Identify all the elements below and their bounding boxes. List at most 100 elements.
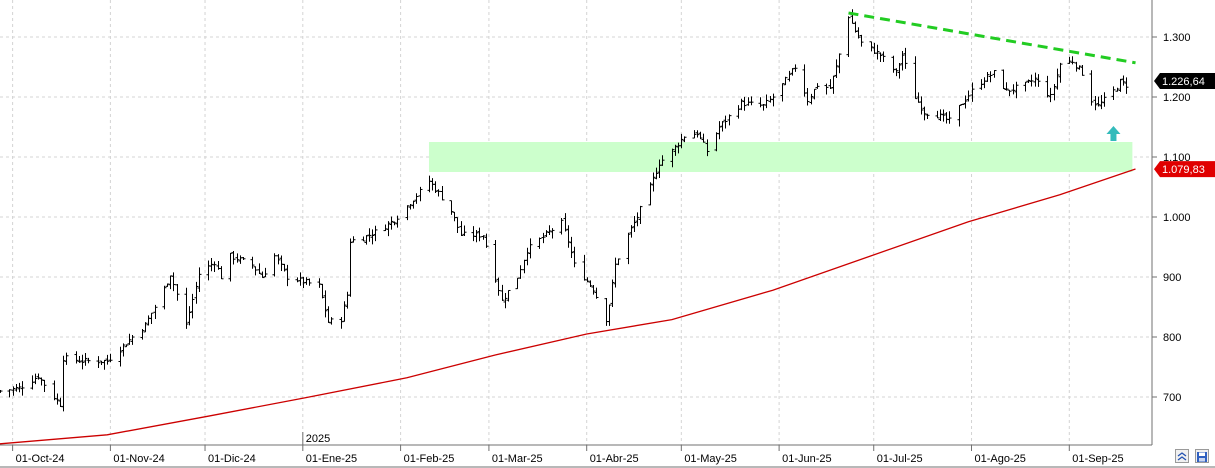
ohlc-bar	[11, 386, 16, 396]
ohlc-bar	[787, 70, 792, 82]
x-tick-label: 01-Abr-25	[590, 453, 639, 465]
ohlc-bar	[1052, 83, 1057, 101]
ohlc-bar	[367, 228, 372, 242]
ohlc-bar	[427, 175, 432, 193]
ohlc-bar	[660, 155, 665, 166]
ohlc-bar	[679, 133, 684, 149]
ohlc-bar	[1115, 87, 1120, 92]
ohlc-bar	[295, 277, 300, 283]
ohlc-bar	[1118, 78, 1123, 92]
up-arrow-icon	[1106, 126, 1121, 141]
resistance-trendline	[848, 11, 1136, 65]
ohlc-bar	[0, 389, 3, 393]
ohlc-bar	[187, 306, 192, 326]
ohlc-bar	[1007, 89, 1012, 97]
ohlc-bar	[992, 70, 997, 78]
ohlc-bar	[105, 354, 110, 365]
ohlc-bar	[383, 224, 388, 232]
ohlc-bar	[351, 236, 356, 243]
moving-average-tag: 1.079,83	[1154, 161, 1215, 178]
ohlc-bar	[1045, 75, 1050, 98]
ohlc-bar	[588, 280, 593, 288]
ohlc-bar	[805, 88, 810, 106]
ohlc-bar	[102, 359, 107, 370]
ohlc-bar	[345, 291, 350, 309]
ohlc-bar	[462, 225, 467, 236]
ohlc-bar	[1124, 77, 1129, 94]
ohlc-bar	[20, 381, 25, 396]
ohlc-bar	[941, 109, 946, 122]
ohlc-bar	[651, 172, 656, 192]
ohlc-bar	[727, 114, 732, 126]
ohlc-bar	[1001, 69, 1006, 90]
ohlc-bar	[361, 236, 366, 242]
ohlc-bar	[418, 186, 423, 202]
ohlc-bar	[414, 193, 419, 204]
collapse-icon[interactable]	[1175, 449, 1189, 463]
ohlc-bar	[228, 252, 233, 282]
ohlc-bar	[1026, 79, 1031, 83]
ohlc-bar	[1093, 96, 1098, 111]
ohlc-bar	[342, 301, 347, 322]
ohlc-bar	[963, 95, 968, 109]
save-icon[interactable]	[1195, 449, 1209, 463]
ohlc-bar	[585, 277, 590, 283]
ohlc-bar	[320, 283, 325, 299]
ohlc-bar	[850, 9, 855, 24]
ohlc-bar	[1011, 84, 1016, 95]
ohlc-bar	[563, 213, 568, 232]
ohlc-bar	[307, 278, 312, 286]
ohlc-bar	[1099, 95, 1104, 110]
ohlc-bar	[916, 92, 921, 103]
ohlc-bar	[168, 275, 173, 290]
ohlc-bar	[1033, 72, 1038, 87]
ohlc-bar	[1111, 86, 1116, 101]
ohlc-bar	[149, 312, 154, 325]
ohlc-bar	[80, 354, 85, 370]
ohlc-bar	[235, 253, 240, 263]
ohlc-bar	[749, 96, 754, 106]
ohlc-bar	[537, 237, 542, 249]
ohlc-bar	[970, 82, 975, 102]
ohlc-bar	[853, 21, 858, 33]
ohlc-bar	[903, 47, 908, 69]
y-tick-label: 1.100	[1163, 152, 1191, 164]
grid	[0, 0, 1152, 445]
ohlc-bar	[824, 83, 829, 95]
ohlc-bar	[1080, 65, 1085, 76]
ohlc-bar	[1036, 74, 1041, 87]
ohlc-bar	[541, 232, 546, 244]
ohlc-bar	[764, 94, 769, 109]
ohlc-bar	[566, 225, 571, 248]
ohlc-bar	[528, 238, 533, 259]
support-zone	[428, 142, 1133, 172]
ohlc-bar	[771, 93, 776, 107]
ohlc-bar	[386, 221, 391, 237]
ohlc-bar	[219, 266, 224, 280]
ohlc-bar	[670, 148, 675, 168]
ohlc-bar	[1014, 81, 1019, 99]
ohlc-bar	[1058, 62, 1063, 83]
ohlc-bar	[746, 97, 751, 106]
y-tick-label: 1.000	[1163, 212, 1191, 224]
x-tick-label: 01-Mar-25	[492, 453, 543, 465]
ohlc-bar	[250, 256, 255, 269]
ohlc-bar	[263, 267, 268, 278]
ohlc-bar	[118, 346, 123, 367]
ohlc-bar	[935, 110, 940, 119]
y-tick-label: 800	[1163, 332, 1181, 344]
ohlc-bar	[452, 211, 457, 222]
moving-average-line	[0, 168, 1136, 445]
ohlc-bar	[14, 383, 19, 392]
ohlc-bar	[638, 205, 643, 224]
ohlc-bar	[1029, 74, 1034, 87]
ohlc-bar	[966, 90, 971, 102]
x-tick-label: 01-Ago-25	[975, 453, 1026, 465]
ohlc-bar	[326, 306, 331, 323]
ohlc-bar	[459, 221, 464, 237]
ohlc-bar	[329, 317, 334, 325]
last-price-tag: 1.226,64	[1154, 73, 1215, 90]
ohlc-bar	[392, 221, 397, 226]
ohlc-bar	[175, 283, 180, 301]
